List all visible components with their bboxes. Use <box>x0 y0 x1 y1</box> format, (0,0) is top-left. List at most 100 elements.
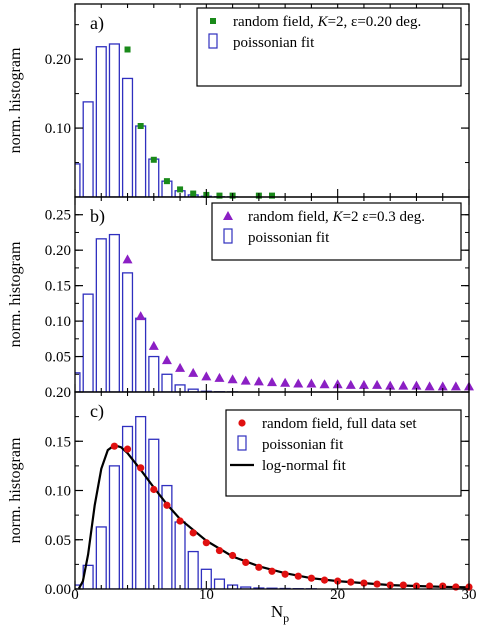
data-point <box>411 380 422 390</box>
data-point <box>175 362 186 372</box>
bar <box>174 521 186 589</box>
data-point <box>450 381 461 391</box>
y-tick-label: 0.20 <box>45 243 71 259</box>
data-point <box>268 567 276 575</box>
data-point <box>281 570 289 578</box>
bar <box>135 415 147 589</box>
y-axis-label: norm. histogram <box>7 47 24 153</box>
legend-label-fit: poissonian fit <box>248 230 330 246</box>
data-point <box>437 381 448 391</box>
bar <box>108 233 120 392</box>
data-point <box>347 578 355 586</box>
data-point <box>399 581 407 589</box>
legend-label-data: random field, K=2, ε=0.20 deg. <box>233 14 421 30</box>
y-axis-label: norm. histogram <box>7 241 24 347</box>
y-tick-label: 0.15 <box>45 279 71 295</box>
y-tick-label: 0.10 <box>45 121 71 137</box>
data-point <box>240 375 251 385</box>
x-axis-label-main: N <box>271 602 283 621</box>
y-axis-label: norm. histogram <box>7 437 24 543</box>
data-point <box>229 551 237 560</box>
bar <box>213 578 226 589</box>
data-point <box>332 379 343 389</box>
bar <box>82 293 94 392</box>
bar <box>75 163 81 197</box>
legend-label-part: random field, <box>248 209 333 225</box>
data-point <box>176 517 184 525</box>
data-point <box>201 371 212 381</box>
legend-label-part: =2, ε=0.20 deg. <box>328 14 422 30</box>
data-point <box>373 580 381 588</box>
data-point <box>215 546 224 555</box>
legend-bar-symbol <box>237 435 247 451</box>
data-point <box>307 574 315 582</box>
bar <box>148 158 160 197</box>
y-tick-label: 0.20 <box>45 52 71 68</box>
data-point <box>227 374 238 384</box>
bar <box>240 586 252 589</box>
x-axis-label-subscript: p <box>283 611 289 625</box>
data-point <box>253 376 264 386</box>
panel-1: 0.10 0.20 a) norm. histogram random field, K… <box>7 3 470 199</box>
data-point <box>177 186 184 193</box>
legend: random field, K=2, ε=0.20 deg. poissonian… <box>196 7 462 87</box>
legend-label-curve: log-normal fit <box>262 458 347 474</box>
data-point <box>360 579 368 587</box>
panel-3: 0.00 0.05 0.10 0.15 0.20 c) norm. histogram ran… <box>7 385 473 598</box>
data-point <box>110 442 118 450</box>
legend-label-fit: poissonian fit <box>233 35 315 51</box>
data-point <box>163 501 171 509</box>
data-point <box>267 377 277 387</box>
bar <box>95 238 107 392</box>
bar <box>135 125 147 197</box>
y-tick-label: 0.10 <box>45 314 71 330</box>
data-point <box>150 156 157 163</box>
legend-label-data: random field, K=2 ε=0.3 deg. <box>248 209 425 225</box>
data-point <box>137 464 145 472</box>
panel-label: b) <box>90 206 105 227</box>
bar <box>95 46 107 197</box>
legend-label-part: random field, full data set <box>262 416 417 432</box>
panel-label: a) <box>90 13 104 34</box>
legend-label-part: K <box>332 209 344 225</box>
data-point <box>122 254 133 264</box>
legend-box <box>225 409 462 497</box>
x-tick-label: 20 <box>330 587 345 603</box>
data-point <box>345 379 356 389</box>
bar <box>75 372 81 392</box>
bar <box>121 425 134 589</box>
y-tick-label: 0.05 <box>45 533 71 549</box>
data-point <box>306 378 317 388</box>
data-point <box>190 190 197 197</box>
bar <box>135 317 147 392</box>
bar <box>161 484 173 589</box>
data-point <box>358 379 369 389</box>
data-point <box>137 123 144 130</box>
legend: random field, K=2 ε=0.3 deg. poissonian f… <box>211 202 462 261</box>
legend-label-part: =2 ε=0.3 deg. <box>343 209 425 225</box>
data-point <box>398 380 409 390</box>
data-point <box>123 445 132 453</box>
x-axis-label: Np <box>271 602 289 625</box>
x-tick-label: 10 <box>199 587 214 603</box>
bar <box>108 43 120 197</box>
bar <box>82 101 94 197</box>
bar <box>148 355 160 392</box>
data-point <box>294 572 302 580</box>
y-tick-label: 0.20 <box>45 385 71 401</box>
data-point <box>216 192 223 199</box>
data-point <box>202 539 210 547</box>
data-point <box>150 485 158 494</box>
y-tick-label: 0.15 <box>45 434 71 450</box>
data-point <box>320 576 329 584</box>
bar <box>108 465 120 589</box>
legend-marker <box>210 18 216 24</box>
legend-marker <box>223 211 233 220</box>
legend-marker <box>238 419 246 427</box>
data-point <box>372 379 383 389</box>
panel-2: 0.05 0.10 0.15 0.20 0.25 b) norm. histogram ran… <box>7 196 474 393</box>
data-point <box>255 563 263 571</box>
data-point <box>293 378 304 388</box>
legend-box <box>211 202 462 261</box>
